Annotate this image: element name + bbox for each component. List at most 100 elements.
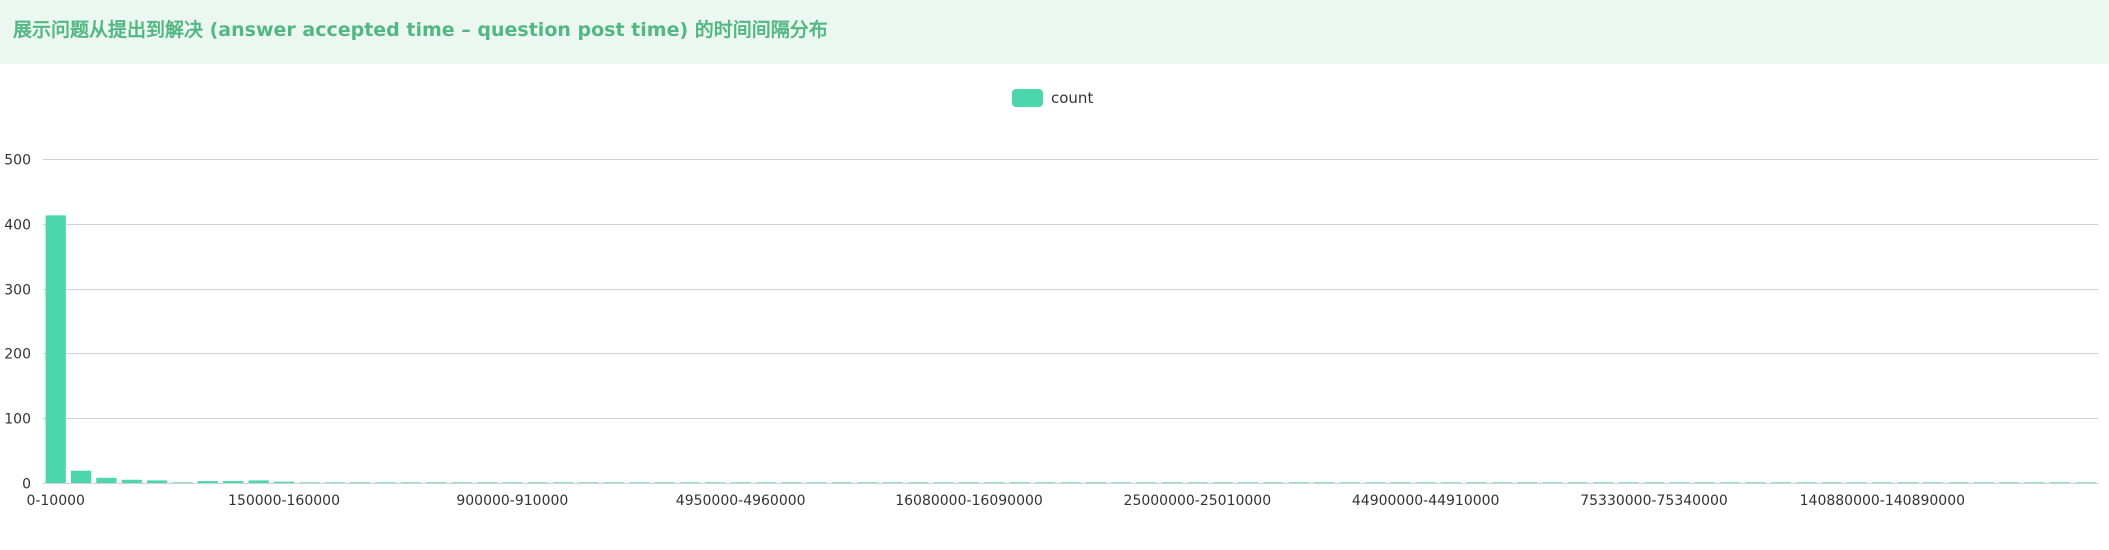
bar[interactable] [552,482,574,483]
bar[interactable] [502,482,523,483]
bar[interactable] [1618,482,1639,483]
bar[interactable] [1111,482,1132,483]
bar[interactable] [1796,482,1817,483]
bar[interactable] [121,479,142,483]
bar[interactable] [1212,482,1233,483]
bar[interactable] [147,480,168,483]
x-tick-label: 75330000-75340000 [1580,493,1728,509]
bar[interactable] [197,481,219,483]
bar[interactable] [1314,482,1335,483]
bar[interactable] [1060,482,1081,483]
bar[interactable] [1440,482,1462,483]
bar[interactable] [45,215,66,483]
y-tick-label: 500 [4,153,31,169]
bar[interactable] [451,482,472,483]
bar[interactable] [1339,482,1360,483]
bar[interactable] [1973,482,1994,483]
bar[interactable] [1466,482,1487,483]
bar[interactable] [324,482,345,483]
bar[interactable] [1415,482,1436,483]
bar[interactable] [1593,482,1614,483]
bar[interactable] [2024,482,2045,483]
bar[interactable] [654,482,675,483]
title-bar: 展示问题从提出到解决 (answer accepted time – quest… [0,0,2109,64]
bar[interactable] [1745,482,1766,483]
bar[interactable] [882,482,904,483]
bar[interactable] [273,481,295,483]
chart-legend[interactable]: count [1012,88,1093,108]
bar[interactable] [603,482,624,483]
bar[interactable] [1821,482,1842,483]
x-tick-label: 150000-160000 [228,493,340,509]
bar[interactable] [172,482,193,483]
bar[interactable] [1390,482,1411,483]
grid-lines [43,159,2098,484]
bar[interactable] [1694,482,1715,483]
bar[interactable] [958,482,980,483]
bar[interactable] [730,482,751,483]
bar[interactable] [1161,482,1183,483]
bar[interactable] [1643,482,1665,483]
bar[interactable] [96,477,117,483]
y-tick-label: 400 [4,218,31,234]
y-tick-label: 200 [4,347,31,363]
x-tick-label: 0-10000 [26,493,85,509]
bar[interactable] [1542,482,1563,483]
bar[interactable] [1187,482,1208,483]
bar[interactable] [70,470,92,483]
bar[interactable] [1872,482,1893,483]
bar[interactable] [755,482,777,483]
bar[interactable] [248,480,269,483]
bar[interactable] [679,482,701,483]
bar[interactable] [1669,482,1690,483]
bar[interactable] [349,482,371,483]
bar[interactable] [1491,482,1512,483]
bar[interactable] [857,482,878,483]
bar[interactable] [400,482,422,483]
bar[interactable] [527,482,548,483]
bar[interactable] [705,482,726,483]
bar[interactable] [1034,482,1056,483]
x-tick-label: 16080000-16090000 [895,493,1043,509]
bar[interactable] [578,482,599,483]
bar[interactable] [933,482,954,483]
bar[interactable] [1237,482,1259,483]
bar[interactable] [2075,482,2096,483]
bar[interactable] [1517,482,1538,483]
x-tick-label: 140880000-140890000 [1800,493,1965,509]
x-tick-label: 900000-910000 [456,493,568,509]
bar[interactable] [223,481,244,483]
bars [45,215,2096,483]
y-tick-label: 300 [4,283,31,299]
bar[interactable] [1136,482,1157,483]
bar[interactable] [2049,482,2071,483]
bar[interactable] [1719,482,1741,483]
bar[interactable] [476,482,498,483]
bar[interactable] [1922,482,1944,483]
bar[interactable] [1846,482,1868,483]
bar[interactable] [908,482,929,483]
bar[interactable] [629,482,650,483]
page-title: 展示问题从提出到解决 (answer accepted time – quest… [13,19,828,41]
bar[interactable] [299,482,320,483]
bar[interactable] [1263,482,1284,483]
bar[interactable] [1567,482,1589,483]
bar[interactable] [1897,482,1918,483]
bar[interactable] [1948,482,1969,483]
bar[interactable] [832,482,853,483]
bar[interactable] [375,482,396,483]
bar[interactable] [781,482,802,483]
bar[interactable] [984,482,1005,483]
y-tick-label: 0 [22,477,31,493]
bar[interactable] [806,482,827,483]
bar[interactable] [1770,482,1792,483]
bar[interactable] [1364,482,1386,483]
x-tick-label: 4950000-4960000 [676,493,806,509]
bar[interactable] [1999,482,2020,483]
x-tick-label: 25000000-25010000 [1124,493,1272,509]
bar[interactable] [1085,482,1107,483]
bar[interactable] [1288,482,1309,483]
bar[interactable] [1009,482,1030,483]
bar[interactable] [426,482,447,483]
